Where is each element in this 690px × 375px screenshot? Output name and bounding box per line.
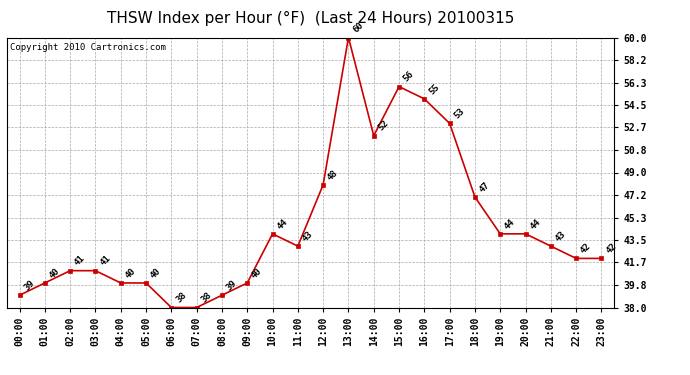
Text: 41: 41 <box>73 254 87 268</box>
Text: 52: 52 <box>377 119 391 133</box>
Text: 42: 42 <box>579 242 593 256</box>
Text: Copyright 2010 Cartronics.com: Copyright 2010 Cartronics.com <box>10 43 166 52</box>
Text: 43: 43 <box>301 230 315 243</box>
Text: 44: 44 <box>503 217 517 231</box>
Text: 40: 40 <box>149 266 163 280</box>
Text: 41: 41 <box>98 254 112 268</box>
Text: 39: 39 <box>225 279 239 292</box>
Text: 43: 43 <box>553 230 568 243</box>
Text: 40: 40 <box>124 266 137 280</box>
Text: 55: 55 <box>427 82 441 96</box>
Text: 44: 44 <box>275 217 289 231</box>
Text: 40: 40 <box>250 266 264 280</box>
Text: 48: 48 <box>326 168 340 182</box>
Text: 38: 38 <box>199 291 213 305</box>
Text: 56: 56 <box>402 70 416 84</box>
Text: 47: 47 <box>477 180 492 194</box>
Text: THSW Index per Hour (°F)  (Last 24 Hours) 20100315: THSW Index per Hour (°F) (Last 24 Hours)… <box>107 11 514 26</box>
Text: 38: 38 <box>174 291 188 305</box>
Text: 44: 44 <box>529 217 542 231</box>
Text: 40: 40 <box>48 266 61 280</box>
Text: 53: 53 <box>453 106 466 121</box>
Text: 42: 42 <box>604 242 618 256</box>
Text: 39: 39 <box>22 279 37 292</box>
Text: 60: 60 <box>351 21 365 35</box>
